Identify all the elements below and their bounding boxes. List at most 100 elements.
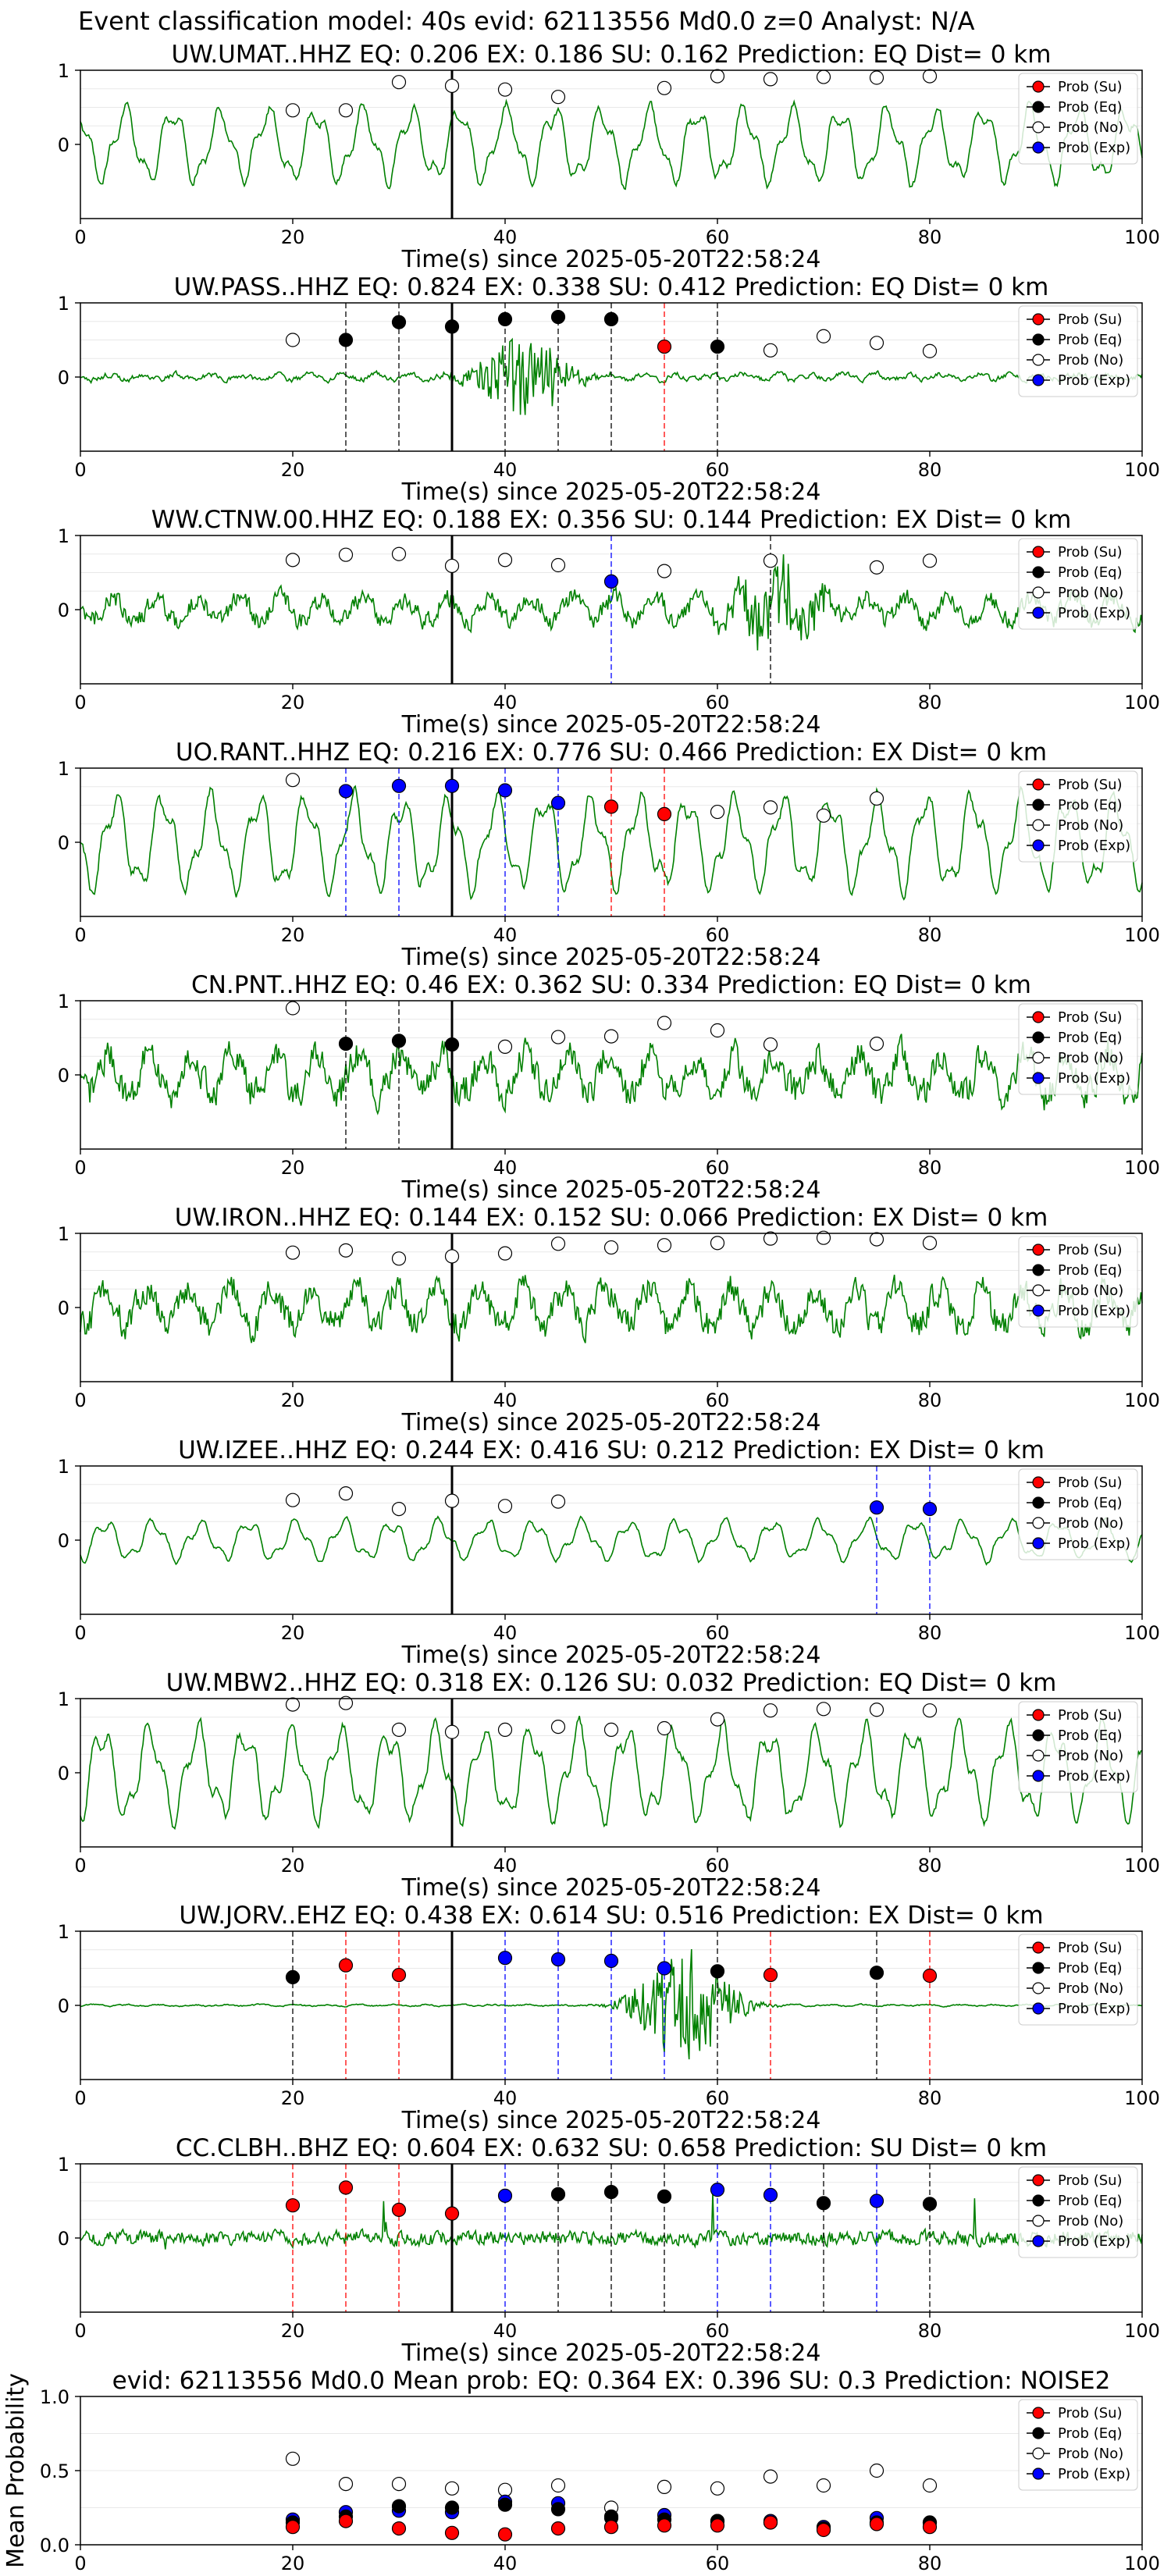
legend-marker-prob-su — [1032, 1709, 1045, 1721]
y-tick-label: 0.0 — [40, 2535, 69, 2556]
legend-label: Prob (Exp) — [1058, 1303, 1130, 1319]
waveform-trace — [80, 554, 1143, 651]
x-tick-label: 100 — [1124, 459, 1160, 481]
legend-marker-prob-no — [1032, 586, 1045, 599]
marker-prob-su — [763, 2515, 778, 2530]
marker-prob-no — [338, 1695, 354, 1710]
legend-label: Prob (Su) — [1058, 1940, 1123, 1956]
legend: Prob (Su) Prob (Eq) Prob (No) Prob (Exp) — [1018, 2399, 1138, 2491]
legend-label: Prob (Exp) — [1058, 140, 1130, 156]
y-tick-label: 1 — [58, 2154, 69, 2176]
marker-prob-no — [710, 1236, 725, 1251]
marker-prob-no — [816, 329, 831, 343]
x-tick-label: 20 — [281, 2320, 305, 2342]
x-axis-label: Time(s) since 2025-05-20T22:58:24 — [401, 2107, 821, 2134]
marker-prob-no — [763, 343, 778, 358]
legend-label: Prob (No) — [1058, 1283, 1123, 1299]
marker-prob-eq — [444, 1037, 460, 1052]
marker-prob-no — [338, 1486, 354, 1501]
legend: Prob (Su) Prob (Eq) Prob (No) Prob (Exp) — [1018, 538, 1138, 630]
legend-marker-prob-su — [1032, 2407, 1045, 2419]
legend-label: Prob (Su) — [1058, 777, 1123, 793]
legend-label: Prob (Su) — [1058, 1475, 1123, 1491]
marker-prob-eq — [444, 2500, 460, 2515]
legend-label: Prob (No) — [1058, 1515, 1123, 1532]
legend-marker-prob-eq — [1032, 333, 1045, 346]
legend: Prob (Su) Prob (Eq) Prob (No) Prob (Exp) — [1018, 1003, 1138, 1095]
legend-label: Prob (Su) — [1058, 1009, 1123, 1026]
legend: Prob (Su) Prob (Eq) Prob (No) Prob (Exp) — [1018, 770, 1138, 863]
legend-box — [1018, 1701, 1138, 1793]
x-tick-label: 40 — [493, 924, 518, 946]
legend-label: Prob (Eq) — [1058, 1495, 1123, 1511]
marker-prob-no — [444, 2481, 460, 2496]
legend-marker-prob-exp — [1032, 2235, 1045, 2247]
y-tick-label: 1 — [58, 1223, 69, 1245]
x-tick-label: 80 — [918, 692, 942, 713]
x-tick-label: 100 — [1124, 1157, 1160, 1179]
marker-prob-su — [285, 2520, 301, 2535]
legend-label: Prob (Exp) — [1058, 838, 1130, 854]
marker-prob-no — [816, 1230, 831, 1245]
marker-prob-exp — [497, 2188, 513, 2203]
x-tick-label: 80 — [918, 459, 942, 481]
legend-marker-prob-eq — [1032, 799, 1045, 811]
legend-label: Prob (Eq) — [1058, 1262, 1123, 1279]
panel-title: UW.IZEE..HHZ EQ: 0.244 EX: 0.416 SU: 0.2… — [178, 1436, 1045, 1464]
x-axis-label: Time(s) since 2025-05-20T22:58:24 — [401, 479, 821, 506]
marker-prob-no — [657, 80, 672, 95]
marker-prob-no — [391, 546, 407, 561]
marker-prob-eq — [550, 2186, 566, 2202]
x-tick-label: 40 — [493, 226, 518, 248]
legend-marker-prob-exp — [1032, 141, 1045, 154]
panel-title: UW.UMAT..HHZ EQ: 0.206 EX: 0.186 SU: 0.1… — [172, 41, 1052, 69]
waveform-trace — [80, 1515, 1143, 1566]
legend-label: Prob (No) — [1058, 1748, 1123, 1764]
y-tick-label: 1 — [58, 758, 69, 780]
marker-prob-no — [497, 1499, 513, 1514]
legend-marker-prob-no — [1032, 2215, 1045, 2227]
x-tick-label: 0 — [74, 924, 86, 946]
legend-marker-prob-su — [1032, 2174, 1045, 2186]
marker-prob-no — [763, 1231, 778, 1246]
legend-marker-prob-exp — [1032, 1304, 1045, 1317]
legend-marker-prob-eq — [1032, 1031, 1045, 1044]
waveform-trace — [80, 98, 1143, 190]
x-tick-label: 60 — [706, 924, 730, 946]
legend-label: Prob (Eq) — [1058, 1030, 1123, 1046]
marker-prob-eq — [657, 2189, 672, 2204]
legend-marker-prob-exp — [1032, 1537, 1045, 1550]
marker-prob-no — [338, 103, 354, 118]
marker-prob-no — [763, 1703, 778, 1718]
panel-2: UW.PASS..HHZ EQ: 0.824 EX: 0.338 SU: 0.4… — [58, 273, 1160, 506]
marker-prob-no — [763, 2469, 778, 2484]
x-tick-label: 60 — [706, 1855, 730, 1877]
legend-marker-prob-su — [1032, 1011, 1045, 1023]
x-tick-label: 80 — [918, 2553, 942, 2574]
legend-label: Prob (Eq) — [1058, 1960, 1123, 1976]
panel-title: evid: 62113556 Md0.0 Mean prob: EQ: 0.36… — [112, 2367, 1111, 2395]
marker-prob-eq — [444, 319, 460, 334]
x-axis-label: Time(s) since 2025-05-20T22:58:24 — [401, 944, 821, 971]
marker-prob-su — [338, 2514, 354, 2528]
marker-prob-no — [550, 1236, 566, 1251]
panel-6: UW.IRON..HHZ EQ: 0.144 EX: 0.152 SU: 0.0… — [58, 1204, 1160, 1436]
panel-8: UW.MBW2..HHZ EQ: 0.318 EX: 0.126 SU: 0.0… — [58, 1669, 1160, 1902]
x-tick-label: 20 — [281, 1855, 305, 1877]
panel-9: UW.JORV..EHZ EQ: 0.438 EX: 0.614 SU: 0.5… — [58, 1902, 1160, 2134]
x-tick-label: 0 — [74, 1622, 86, 1644]
legend-label: Prob (Eq) — [1058, 99, 1123, 116]
marker-prob-no — [816, 2478, 831, 2493]
legend-marker-prob-su — [1032, 1476, 1045, 1489]
legend-label: Prob (No) — [1058, 585, 1123, 601]
legend-box — [1018, 1468, 1138, 1560]
waveform-trace — [80, 1034, 1143, 1115]
x-tick-label: 100 — [1124, 1389, 1160, 1411]
marker-prob-no — [869, 336, 884, 350]
marker-prob-no — [444, 558, 460, 574]
panel-5: CN.PNT..HHZ EQ: 0.46 EX: 0.362 SU: 0.334… — [58, 971, 1160, 1204]
marker-prob-no — [869, 1036, 884, 1051]
panel-1: UW.UMAT..HHZ EQ: 0.206 EX: 0.186 SU: 0.1… — [58, 41, 1160, 273]
marker-prob-eq — [391, 1034, 407, 1048]
marker-prob-eq — [338, 1036, 354, 1051]
